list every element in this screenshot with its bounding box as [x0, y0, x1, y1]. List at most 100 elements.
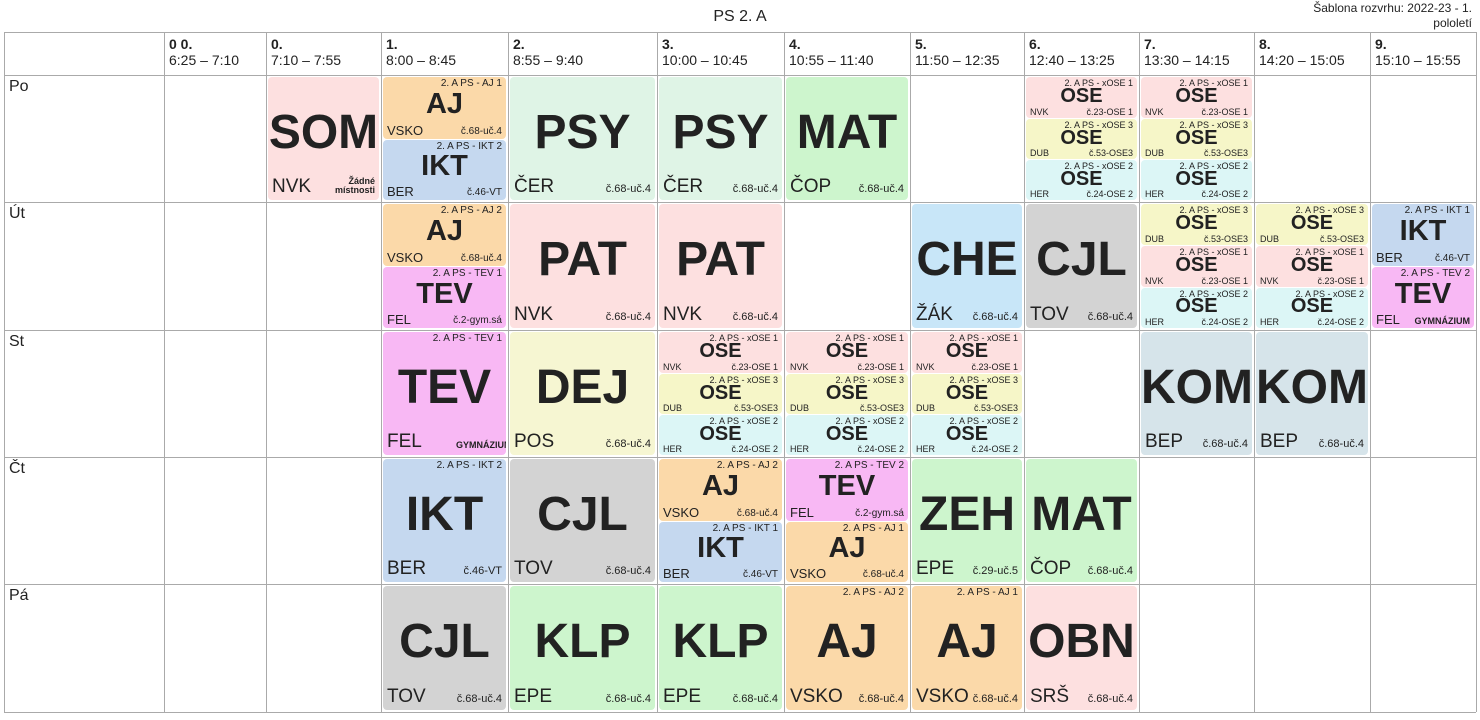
lesson-card[interactable]: 2. A PS - AJ 2 AJ VSKO č.68-uč.4	[786, 586, 908, 710]
lesson-card[interactable]: 2. A PS - AJ 2 AJ VSKO č.68-uč.4	[383, 204, 506, 266]
lesson-card[interactable]: CJL TOV č.68-uč.4	[510, 459, 655, 582]
lesson-subject: TEV	[416, 278, 473, 310]
lesson-teacher: EPE	[916, 558, 955, 579]
lesson-card[interactable]: 2. A PS - xOSE 3 OSE DUB č.53-OSE3	[659, 374, 782, 414]
lesson-subject: CJL	[537, 487, 628, 541]
lesson-group: 2. A PS - xOSE 3	[1295, 205, 1364, 215]
lesson-card[interactable]: 2. A PS - IKT 2 IKT BER č.46-VT	[383, 139, 506, 200]
lesson-card[interactable]: PAT NVK č.68-uč.4	[510, 204, 655, 328]
lesson-card[interactable]: 2. A PS - TEV 2 TEV FEL GYMNÁZIUM	[1372, 267, 1474, 328]
lesson-group: 2. A PS - xOSE 3	[1179, 205, 1248, 215]
lesson-card[interactable]: 2. A PS - IKT 1 IKT BER č.46-VT	[659, 521, 782, 582]
lesson-card[interactable]: 2. A PS - xOSE 3 OSE DUB č.53-OSE3	[912, 374, 1022, 414]
lesson-teacher: TOV	[514, 558, 553, 579]
lesson-teacher: DUB	[1260, 234, 1280, 245]
lesson-subject: OSE	[1175, 211, 1218, 234]
lesson-subject: OSE	[945, 339, 989, 362]
lesson-room: č.68-uč.4	[736, 507, 778, 519]
day-label: Út	[9, 205, 25, 222]
lesson-room: č.68-uč.4	[1202, 438, 1248, 450]
lesson-card[interactable]: 2. A PS - TEV 1 TEV FEL č.2-gym.sá	[383, 267, 506, 328]
lesson-teacher: SRŠ	[1030, 686, 1070, 707]
lesson-card[interactable]: 2. A PS - xOSE 3 OSE DUB č.53-OSE3	[1141, 204, 1252, 246]
lesson-card[interactable]: MAT ČOP č.68-uč.4	[1026, 459, 1137, 582]
lesson-card[interactable]: CJL TOV č.68-uč.4	[1026, 204, 1137, 328]
lesson-card[interactable]: KLP EPE č.68-uč.4	[659, 586, 782, 710]
lesson-subject: OSE	[825, 381, 869, 404]
lesson-subject: OSE	[699, 422, 742, 445]
lesson-room: GYMNÁZIUM	[456, 440, 506, 450]
lesson-group: 2. A PS - xOSE 1	[1295, 247, 1364, 258]
lesson-card[interactable]: PAT NVK č.68-uč.4	[659, 204, 782, 328]
lesson-card[interactable]: 2. A PS - xOSE 3 OSE DUB č.53-OSE3	[1141, 119, 1252, 159]
lesson-card[interactable]: 2. A PS - AJ 2 AJ VSKO č.68-uč.4	[659, 459, 782, 521]
lesson-subject: OSE	[1175, 295, 1218, 318]
lesson-teacher: HER	[790, 444, 810, 454]
lesson-card[interactable]: 2. A PS - xOSE 3 OSE DUB č.53-OSE3	[786, 374, 908, 414]
lesson-card[interactable]: CHE ŽÁK č.68-uč.4	[912, 204, 1022, 328]
lesson-card[interactable]: OBN SRŠ č.68-uč.4	[1026, 586, 1137, 710]
lesson-card[interactable]: ZEH EPE č.29-uč.5	[912, 459, 1022, 582]
lesson-teacher: DUB	[1145, 148, 1165, 158]
lesson-teacher: FEL	[387, 312, 411, 327]
lesson-card[interactable]: 2. A PS - AJ 1 AJ VSKO č.68-uč.4	[912, 586, 1022, 710]
lesson-card[interactable]: KLP EPE č.68-uč.4	[510, 586, 655, 710]
lesson-card[interactable]: 2. A PS - xOSE 2 OSE HER č.24-OSE 2	[1141, 160, 1252, 200]
lesson-room: č.68-uč.4	[605, 438, 651, 450]
lesson-card[interactable]: 2. A PS - xOSE 1 OSE NVK č.23-OSE 1	[1256, 246, 1368, 287]
lesson-card[interactable]: 2. A PS - xOSE 1 OSE NVK č.23-OSE 1	[1141, 77, 1252, 118]
lesson-group: 2. A PS - AJ 1	[842, 522, 904, 534]
lesson-card[interactable]: 2. A PS - xOSE 1 OSE NVK č.23-OSE 1	[1141, 246, 1252, 287]
lesson-card[interactable]: 2. A PS - xOSE 2 OSE HER č.24-OSE 2	[786, 415, 908, 455]
lesson-group: 2. A PS - AJ 2	[716, 460, 778, 471]
lesson-subject: IKT	[697, 532, 744, 565]
lesson-card[interactable]: SOM NVK Žádné místnosti	[268, 77, 379, 200]
lesson-card[interactable]: 2. A PS - AJ 1 AJ VSKO č.68-uč.4	[786, 521, 908, 582]
lesson-card[interactable]: CJL TOV č.68-uč.4	[383, 586, 506, 710]
lesson-card[interactable]: 2. A PS - xOSE 3 OSE DUB č.53-OSE3	[1256, 204, 1368, 246]
period-number: 4.	[789, 36, 801, 52]
lesson-card[interactable]: 2. A PS - IKT 2 IKT BER č.46-VT	[383, 459, 506, 582]
lesson-card[interactable]: PSY ČER č.68-uč.4	[510, 77, 655, 200]
lesson-group: 2. A PS - xOSE 2	[1179, 288, 1248, 299]
lesson-group: 2. A PS - TEV 1	[432, 268, 502, 279]
lesson-card[interactable]: 2. A PS - xOSE 2 OSE HER č.24-OSE 2	[1026, 160, 1137, 200]
lesson-teacher: NVK	[1260, 275, 1279, 286]
lesson-subject: KLP	[534, 615, 631, 668]
lesson-card[interactable]: 2. A PS - TEV 1 TEV FEL GYMNÁZIUM	[383, 332, 506, 455]
lesson-subject: AJ	[828, 532, 866, 565]
lesson-card[interactable]: MAT ČOP č.68-uč.4	[786, 77, 908, 200]
period-header: 5. 11:50 – 12:35	[915, 36, 1000, 68]
grid-column-line	[657, 32, 658, 712]
lesson-card[interactable]: 2. A PS - TEV 2 TEV FEL č.2-gym.sá	[786, 459, 908, 521]
lesson-card[interactable]: 2. A PS - xOSE 2 OSE HER č.24-OSE 2	[912, 415, 1022, 455]
lesson-teacher: FEL	[790, 504, 814, 520]
lesson-card[interactable]: 2. A PS - xOSE 1 OSE NVK č.23-OSE 1	[912, 332, 1022, 373]
lesson-subject: AJ	[816, 615, 878, 668]
lesson-card[interactable]: DEJ POS č.68-uč.4	[510, 332, 655, 455]
lesson-card[interactable]: 2. A PS - xOSE 2 OSE HER č.24-OSE 2	[659, 415, 782, 455]
grid-row-line	[4, 457, 1476, 458]
lesson-card[interactable]: KOM BEP č.68-uč.4	[1141, 332, 1252, 455]
lesson-subject: TEV	[1394, 278, 1452, 310]
lesson-room: č.23-OSE 1	[1317, 275, 1364, 286]
lesson-room: č.68-uč.4	[1087, 565, 1133, 577]
lesson-card[interactable]: 2. A PS - xOSE 2 OSE HER č.24-OSE 2	[1256, 287, 1368, 328]
lesson-group: 2. A PS - TEV 1	[432, 333, 502, 344]
lesson-card[interactable]: 2. A PS - xOSE 3 OSE DUB č.53-OSE3	[1026, 119, 1137, 159]
period-time: 8:00 – 8:45	[386, 52, 457, 68]
lesson-group: 2. A PS - xOSE 3	[1064, 120, 1133, 130]
lesson-card[interactable]: 2. A PS - xOSE 1 OSE NVK č.23-OSE 1	[786, 332, 908, 373]
lesson-card[interactable]: 2. A PS - IKT 1 IKT BER č.46-VT	[1372, 204, 1474, 266]
lesson-card[interactable]: 2. A PS - xOSE 1 OSE NVK č.23-OSE 1	[1026, 77, 1137, 118]
lesson-card[interactable]: 2. A PS - AJ 1 AJ VSKO č.68-uč.4	[383, 77, 506, 139]
lesson-card[interactable]: 2. A PS - xOSE 2 OSE HER č.24-OSE 2	[1141, 287, 1252, 328]
lesson-card[interactable]: PSY ČER č.68-uč.4	[659, 77, 782, 200]
period-number: 7.	[1144, 36, 1156, 52]
lesson-subject: OSE	[1290, 253, 1334, 276]
lesson-card[interactable]: 2. A PS - xOSE 1 OSE NVK č.23-OSE 1	[659, 332, 782, 373]
lesson-subject: PAT	[538, 233, 627, 286]
lesson-room: č.68-uč.4	[460, 125, 502, 137]
lesson-room: č.53-OSE3	[973, 403, 1018, 413]
lesson-card[interactable]: KOM BEP č.68-uč.4	[1256, 332, 1368, 455]
